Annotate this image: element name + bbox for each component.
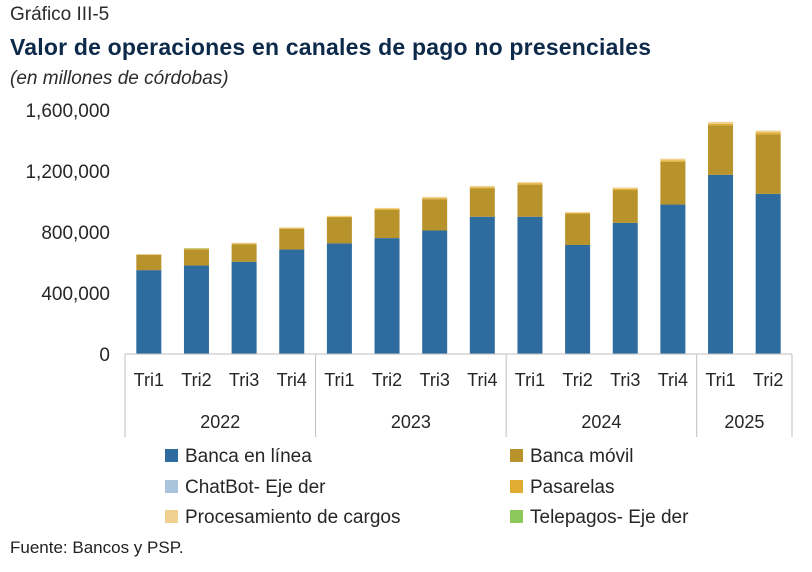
bar-segment-5 (708, 121, 734, 124)
legend-swatch (165, 449, 178, 462)
x-tick-label: Tri3 (420, 370, 450, 390)
source-note: Fuente: Bancos y PSP. (10, 538, 184, 557)
bar-segment-5 (660, 158, 686, 161)
bar-segment-2 (469, 188, 495, 217)
legend-swatch (510, 480, 523, 493)
bar-segment-5 (517, 182, 543, 184)
y-tick-label: 0 (99, 345, 110, 366)
bar-segment-4 (565, 212, 591, 214)
x-group-label: 2022 (200, 412, 240, 432)
bar-segment-4 (422, 198, 448, 200)
bar-segment-2 (422, 199, 448, 231)
bar-segment-1 (755, 193, 781, 354)
bar-segment-2 (183, 249, 209, 266)
y-axis: 0 400,000 800,000 1,200,000 1,600,000 (25, 101, 110, 366)
bar-segment-5 (612, 187, 638, 189)
x-tick-label: Tri1 (705, 370, 735, 390)
x-tick-label: Tri4 (277, 370, 307, 390)
bar-segment-1 (374, 238, 400, 354)
bar-segment-1 (708, 174, 734, 354)
legend-swatch (165, 480, 178, 493)
bar-segment-2 (565, 213, 591, 245)
bar-segment-2 (517, 184, 543, 217)
bar-segment-2 (708, 125, 734, 175)
bar-segment-4 (279, 228, 305, 229)
bar-segment-1 (565, 244, 591, 354)
bar-segment-1 (326, 243, 352, 354)
legend-label: Banca en línea (185, 446, 312, 467)
bar-segment-5 (231, 242, 257, 244)
x-tick-label: Tri4 (467, 370, 497, 390)
legend-label: Pasarelas (530, 477, 615, 498)
bar-segment-1 (612, 222, 638, 354)
bars-layer (136, 121, 781, 354)
legend-swatch (165, 510, 178, 523)
bar-segment-5 (183, 248, 209, 250)
x-group-label: 2023 (391, 412, 431, 432)
x-tick-label: Tri2 (181, 370, 211, 390)
chart-subtitle: (en millones de córdobas) (10, 68, 229, 89)
bar-segment-2 (660, 161, 686, 205)
bar-segment-4 (326, 216, 352, 218)
x-tick-label: Tri1 (324, 370, 354, 390)
bar-segment-5 (565, 212, 591, 213)
legend-label: Banca móvil (530, 446, 634, 467)
legend-label: ChatBot- Eje der (185, 477, 326, 498)
x-group-label: 2024 (581, 412, 621, 432)
legend-label: Procesamiento de cargos (185, 507, 400, 528)
bar-segment-1 (660, 204, 686, 354)
bar-segment-4 (612, 188, 638, 191)
y-tick-label: 1,600,000 (25, 101, 110, 122)
x-tick-label: Tri3 (610, 370, 640, 390)
bar-segment-1 (183, 265, 209, 354)
bar-segment-4 (374, 208, 400, 210)
bar-segment-1 (469, 216, 495, 354)
bar-segment-2 (755, 134, 781, 194)
legend-label: Telepagos- Eje der (530, 507, 689, 528)
y-tick-label: 1,200,000 (25, 162, 110, 183)
bar-segment-1 (517, 216, 543, 354)
bar-segment-1 (231, 261, 257, 354)
bar-segment-2 (374, 209, 400, 239)
x-tick-label: Tri3 (229, 370, 259, 390)
bar-segment-2 (136, 254, 162, 271)
bar-segment-4 (517, 183, 543, 185)
bar-segment-1 (136, 270, 162, 354)
bar-segment-5 (422, 196, 448, 199)
x-tick-label: Tri1 (515, 370, 545, 390)
bar-segment-4 (708, 123, 734, 126)
chart-title: Valor de operaciones en canales de pago … (10, 34, 652, 60)
x-group-label: 2025 (724, 412, 764, 432)
y-tick-label: 400,000 (41, 284, 110, 305)
x-tick-label: Tri2 (562, 370, 592, 390)
bar-segment-2 (612, 190, 638, 223)
bar-segment-4 (469, 187, 495, 189)
bar-segment-5 (374, 207, 400, 209)
bar-segment-2 (279, 228, 305, 250)
bar-segment-2 (231, 244, 257, 262)
bar-segment-5 (326, 215, 352, 217)
bar-segment-5 (469, 185, 495, 188)
x-axis: Tri1 Tri2 Tri3 Tri4 Tri1 Tri2 Tri3 Tri4 Tri1 Tri2… (124, 353, 793, 437)
bar-segment-5 (279, 227, 305, 229)
x-tick-label: Tri2 (753, 370, 783, 390)
bar-segment-4 (660, 160, 686, 162)
bar-segment-4 (755, 132, 781, 135)
x-tick-label: Tri2 (372, 370, 402, 390)
legend: Banca en línea Banca móvil ChatBot- Eje de… (165, 446, 689, 528)
bar-segment-1 (279, 249, 305, 354)
y-tick-label: 800,000 (41, 223, 110, 244)
legend-swatch (510, 510, 523, 523)
figure-label: Gráfico III-5 (10, 4, 110, 25)
bar-segment-4 (231, 243, 257, 245)
x-tick-label: Tri4 (658, 370, 688, 390)
x-tick-label: Tri1 (134, 370, 164, 390)
bar-segment-2 (326, 217, 352, 244)
legend-swatch (510, 449, 523, 462)
bar-segment-5 (755, 130, 781, 133)
bar-segment-1 (422, 230, 448, 354)
